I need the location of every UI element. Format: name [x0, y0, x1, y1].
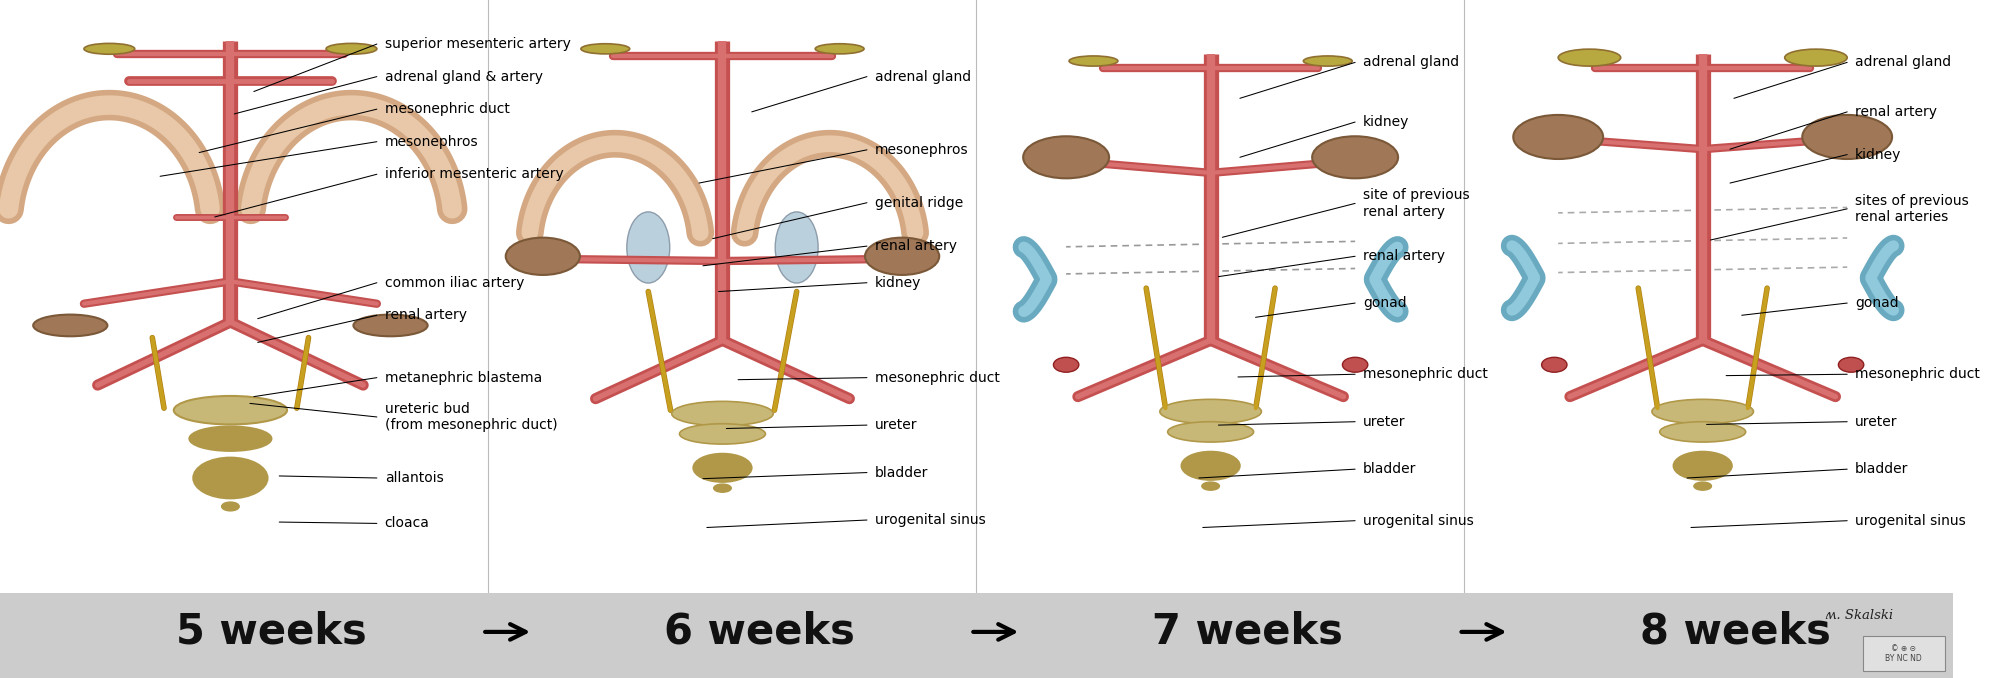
Text: metanephric blastema: metanephric blastema: [384, 371, 542, 384]
Text: mesonephric duct: mesonephric duct: [874, 371, 1000, 384]
Text: renal artery: renal artery: [1362, 250, 1444, 263]
Text: sites of previous
renal arteries: sites of previous renal arteries: [1854, 194, 1968, 224]
Ellipse shape: [776, 212, 818, 283]
Text: © ⊕ ⊝
BY NC ND: © ⊕ ⊝ BY NC ND: [1886, 644, 1922, 663]
Ellipse shape: [1342, 357, 1368, 372]
Ellipse shape: [626, 212, 670, 283]
Text: adrenal gland: adrenal gland: [1362, 56, 1460, 69]
Ellipse shape: [1784, 49, 1848, 66]
Ellipse shape: [866, 238, 940, 275]
Ellipse shape: [1694, 482, 1712, 490]
Text: mesonephric duct: mesonephric duct: [384, 102, 510, 116]
Text: allantois: allantois: [384, 471, 444, 485]
Ellipse shape: [1802, 115, 1892, 159]
Ellipse shape: [1182, 452, 1240, 480]
Text: kidney: kidney: [1362, 115, 1410, 129]
Ellipse shape: [1054, 357, 1078, 372]
Text: mesonephros: mesonephros: [874, 143, 968, 157]
Text: 7 weeks: 7 weeks: [1152, 611, 1342, 653]
Text: gonad: gonad: [1362, 296, 1406, 310]
Ellipse shape: [1652, 399, 1754, 424]
Ellipse shape: [194, 458, 268, 498]
Text: 8 weeks: 8 weeks: [1640, 611, 1832, 653]
Ellipse shape: [580, 43, 630, 54]
Text: inferior mesenteric artery: inferior mesenteric artery: [384, 167, 564, 181]
Ellipse shape: [1160, 399, 1262, 424]
Ellipse shape: [1514, 115, 1604, 159]
Text: kidney: kidney: [1854, 148, 1902, 161]
Text: ʍ. Skalski: ʍ. Skalski: [1824, 609, 1892, 622]
FancyBboxPatch shape: [0, 593, 1952, 678]
Ellipse shape: [1660, 422, 1746, 442]
Text: ureter: ureter: [1854, 415, 1898, 428]
Ellipse shape: [816, 43, 864, 54]
Text: 5 weeks: 5 weeks: [176, 611, 366, 653]
Text: cloaca: cloaca: [384, 517, 430, 530]
Text: superior mesenteric artery: superior mesenteric artery: [384, 37, 570, 51]
Ellipse shape: [1558, 49, 1620, 66]
Text: ureter: ureter: [874, 418, 918, 432]
Ellipse shape: [190, 426, 272, 451]
Ellipse shape: [174, 396, 288, 424]
Ellipse shape: [1304, 56, 1352, 66]
Text: renal artery: renal artery: [384, 308, 466, 322]
Text: kidney: kidney: [874, 276, 922, 290]
Text: site of previous
renal artery: site of previous renal artery: [1362, 188, 1470, 218]
Text: gonad: gonad: [1854, 296, 1898, 310]
Ellipse shape: [1542, 357, 1566, 372]
FancyBboxPatch shape: [1862, 636, 1944, 671]
Ellipse shape: [354, 315, 428, 336]
Text: renal artery: renal artery: [874, 239, 956, 253]
Text: urogenital sinus: urogenital sinus: [874, 513, 986, 527]
Text: renal artery: renal artery: [1854, 105, 1936, 119]
Ellipse shape: [1070, 56, 1118, 66]
Ellipse shape: [1168, 422, 1254, 442]
Ellipse shape: [680, 424, 766, 444]
Text: urogenital sinus: urogenital sinus: [1854, 514, 1966, 527]
Text: bladder: bladder: [874, 466, 928, 479]
Ellipse shape: [1838, 357, 1864, 372]
Ellipse shape: [694, 454, 752, 482]
Text: common iliac artery: common iliac artery: [384, 276, 524, 290]
Ellipse shape: [714, 484, 732, 492]
Text: 6 weeks: 6 weeks: [664, 611, 854, 653]
Text: adrenal gland: adrenal gland: [1854, 56, 1952, 69]
Ellipse shape: [1024, 136, 1110, 178]
Text: adrenal gland: adrenal gland: [874, 70, 970, 83]
Text: mesonephric duct: mesonephric duct: [1362, 367, 1488, 381]
Ellipse shape: [1202, 482, 1220, 490]
Text: ureteric bud
(from mesonephric duct): ureteric bud (from mesonephric duct): [384, 402, 558, 432]
Text: mesonephric duct: mesonephric duct: [1854, 367, 1980, 381]
Ellipse shape: [1312, 136, 1398, 178]
Ellipse shape: [506, 238, 580, 275]
Ellipse shape: [84, 43, 134, 54]
Ellipse shape: [222, 502, 240, 511]
Ellipse shape: [672, 401, 774, 426]
Text: mesonephros: mesonephros: [384, 135, 478, 148]
Text: bladder: bladder: [1854, 462, 1908, 476]
Text: ureter: ureter: [1362, 415, 1406, 428]
Text: urogenital sinus: urogenital sinus: [1362, 514, 1474, 527]
Text: genital ridge: genital ridge: [874, 196, 964, 210]
Ellipse shape: [1674, 452, 1732, 480]
Ellipse shape: [326, 43, 376, 54]
Text: bladder: bladder: [1362, 462, 1416, 476]
Text: adrenal gland & artery: adrenal gland & artery: [384, 70, 542, 83]
Ellipse shape: [34, 315, 108, 336]
